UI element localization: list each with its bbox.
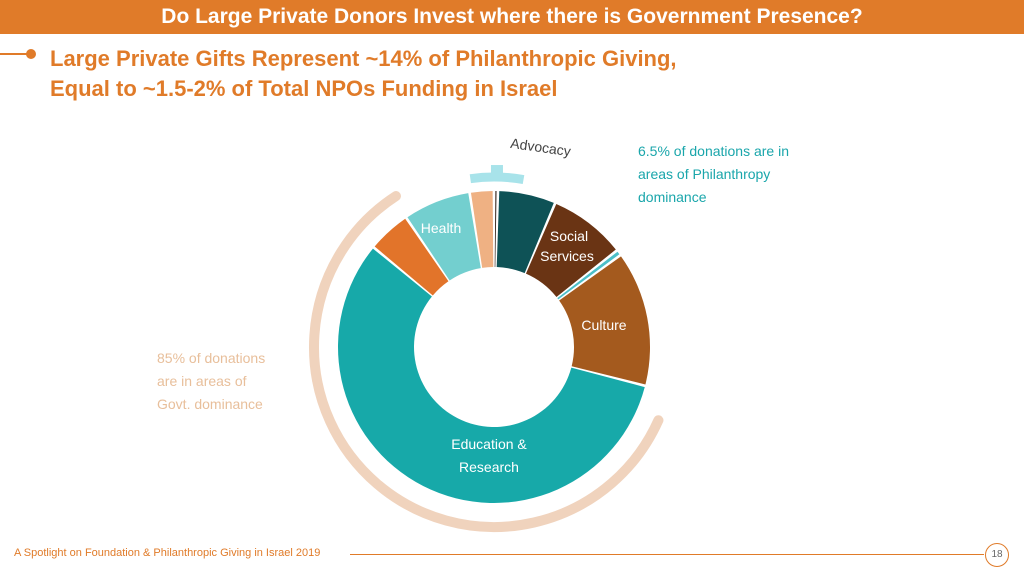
label-health: Health [421,220,461,236]
label-social-services-line-2: Services [540,248,594,264]
government-note: 85% of donations are in areas of Govt. d… [157,347,297,416]
footer-text: A Spotlight on Foundation & Philanthropi… [14,547,321,559]
slice-minor-8 [470,191,494,268]
philanthropy-note: 6.5% of donations are in areas of Philan… [638,140,828,209]
govt-dominance-ring [309,191,664,532]
slice-minor-0 [494,191,497,268]
label-education-line-1: Education & [451,436,527,452]
government-note-line-3: Govt. dominance [157,396,263,412]
slice-education-research [337,248,645,503]
government-note-line-1: 85% of donations [157,350,266,366]
philanthropy-note-line-1: 6.5% of donations are in [638,143,789,159]
subtitle-line-1: Large Private Gifts Represent ~14% of Ph… [50,46,677,71]
subtitle-bullet-dot [26,49,36,59]
slice-minor-3 [557,251,620,300]
government-note-line-2: are in areas of [157,373,247,389]
label-social-services-line-1: Social [550,228,588,244]
slice-health [407,193,481,281]
subtitle: Large Private Gifts Represent ~14% of Ph… [50,44,677,104]
philanthropy-note-line-3: dominance [638,189,707,205]
philanthropy-note-line-2: areas of Philanthropy [638,166,771,182]
subtitle-bullet-line [0,53,30,55]
philanthropy-marker-tab [490,165,503,176]
slide-title: Do Large Private Donors Invest where the… [161,5,863,28]
slice-culture [559,256,650,385]
footer-line [350,554,984,555]
label-advocacy: Advocacy [510,135,572,159]
label-education-line-2: Research [459,459,519,475]
subtitle-line-2: Equal to ~1.5-2% of Total NPOs Funding i… [50,76,558,101]
slice-social-services [525,203,616,298]
title-bar: Do Large Private Donors Invest where the… [0,0,1024,34]
label-culture: Culture [581,317,626,333]
slice-advocacy [496,191,554,274]
page-number: 18 [985,543,1009,567]
philanthropy-dominance-marker [469,172,525,185]
slice-minor-6 [374,218,449,296]
